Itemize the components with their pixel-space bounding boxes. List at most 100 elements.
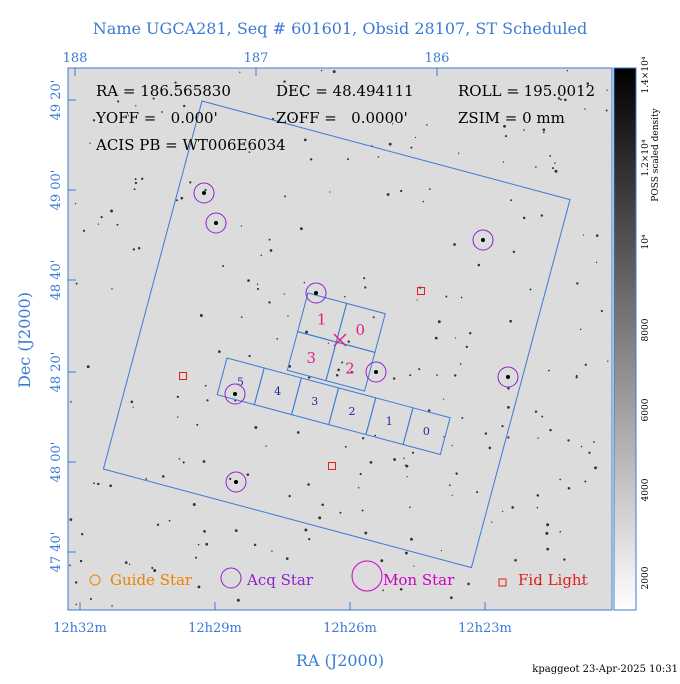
field-star bbox=[197, 585, 201, 589]
info-zoff: ZOFF = 0.0000' bbox=[276, 109, 408, 127]
field-star bbox=[359, 473, 362, 476]
field-star bbox=[296, 431, 300, 434]
field-star bbox=[285, 557, 289, 560]
field-star bbox=[382, 589, 385, 592]
y-tick-label: 49 20' bbox=[49, 80, 64, 121]
acis-i-label: 3 bbox=[306, 349, 316, 367]
legend-guide-icon bbox=[89, 574, 101, 586]
top-tick-label: 187 bbox=[244, 51, 269, 66]
field-star bbox=[403, 457, 405, 460]
field-star bbox=[411, 451, 415, 454]
field-star bbox=[595, 261, 598, 264]
field-star bbox=[344, 445, 347, 448]
field-star bbox=[443, 436, 445, 438]
field-star bbox=[229, 477, 232, 480]
field-star bbox=[460, 296, 463, 299]
colorbar-tick-label: 10⁴ bbox=[641, 234, 651, 249]
field-star bbox=[254, 426, 258, 429]
field-star bbox=[469, 332, 472, 335]
field-star bbox=[69, 518, 73, 522]
field-star bbox=[321, 503, 324, 507]
field-star bbox=[152, 97, 155, 100]
field-star bbox=[554, 169, 558, 173]
field-star bbox=[586, 82, 590, 85]
field-star bbox=[276, 338, 279, 340]
field-star bbox=[600, 309, 603, 313]
info-roll: ROLL = 195.0012 bbox=[458, 82, 595, 100]
field-star bbox=[303, 138, 307, 142]
field-star bbox=[410, 537, 413, 541]
field-star bbox=[434, 336, 438, 340]
field-star bbox=[395, 578, 398, 580]
field-star bbox=[124, 561, 128, 564]
field-star bbox=[339, 511, 342, 514]
field-star bbox=[581, 583, 583, 585]
field-star bbox=[318, 516, 322, 520]
colorbar-title: POSS scaled density bbox=[651, 107, 661, 201]
field-star bbox=[343, 295, 346, 298]
colorbar-tick-label: 1.4×10⁴ bbox=[641, 56, 651, 93]
x-tick-label: 12h26m bbox=[323, 621, 377, 636]
field-star bbox=[196, 423, 199, 426]
field-star bbox=[100, 216, 103, 219]
field-star bbox=[206, 399, 209, 402]
field-star bbox=[549, 154, 552, 157]
field-box bbox=[102, 100, 571, 569]
colorbar bbox=[613, 67, 637, 611]
field-star bbox=[546, 523, 550, 527]
field-star bbox=[127, 115, 130, 117]
field-star bbox=[537, 437, 539, 439]
field-star bbox=[448, 484, 451, 487]
field-star bbox=[183, 104, 186, 108]
field-star bbox=[504, 135, 508, 138]
field-star bbox=[546, 547, 550, 551]
field-star bbox=[453, 243, 456, 246]
field-star bbox=[467, 582, 470, 586]
field-star bbox=[393, 458, 396, 461]
field-star bbox=[536, 494, 540, 497]
field-star bbox=[236, 598, 240, 602]
field-star bbox=[364, 531, 368, 535]
field-star bbox=[161, 111, 163, 113]
field-star bbox=[222, 265, 225, 268]
field-star bbox=[554, 162, 556, 164]
field-star bbox=[454, 337, 457, 339]
field-star bbox=[380, 559, 384, 563]
field-star bbox=[501, 424, 504, 428]
y-label: Dec (J2000) bbox=[15, 292, 34, 388]
field-star bbox=[350, 371, 353, 374]
acq-star bbox=[225, 471, 247, 493]
field-star bbox=[217, 350, 221, 353]
field-star bbox=[563, 558, 566, 561]
field-star bbox=[595, 234, 599, 237]
field-star bbox=[140, 177, 144, 181]
x-label: RA (J2000) bbox=[296, 651, 384, 670]
field-star bbox=[82, 229, 86, 232]
overlay: 0 1 2 3 0 1 2 3 4 5 bbox=[102, 100, 571, 569]
field-star bbox=[461, 416, 464, 419]
field-star bbox=[582, 234, 585, 236]
field-star bbox=[414, 136, 417, 139]
field-star bbox=[284, 195, 287, 198]
fid-light bbox=[179, 372, 187, 380]
field-star bbox=[540, 214, 544, 217]
acis-i-label: 0 bbox=[355, 321, 365, 339]
field-star bbox=[361, 437, 365, 440]
field-star bbox=[451, 494, 453, 497]
field-star bbox=[507, 386, 510, 390]
field-star bbox=[392, 123, 394, 125]
field-star bbox=[523, 129, 525, 131]
field-star bbox=[503, 124, 506, 128]
field-star bbox=[75, 282, 78, 285]
x-tick-label: 12h23m bbox=[458, 621, 512, 636]
field-star bbox=[111, 605, 113, 607]
acis-s-label: 5 bbox=[237, 375, 244, 388]
acis-s-label: 0 bbox=[423, 425, 430, 438]
fid-light bbox=[328, 462, 336, 470]
field-star bbox=[502, 510, 504, 513]
field-star bbox=[337, 368, 340, 372]
field-star bbox=[364, 286, 367, 289]
info-yoff: YOFF = 0.000' bbox=[95, 109, 218, 127]
field-star bbox=[567, 439, 570, 442]
field-star bbox=[392, 377, 396, 380]
